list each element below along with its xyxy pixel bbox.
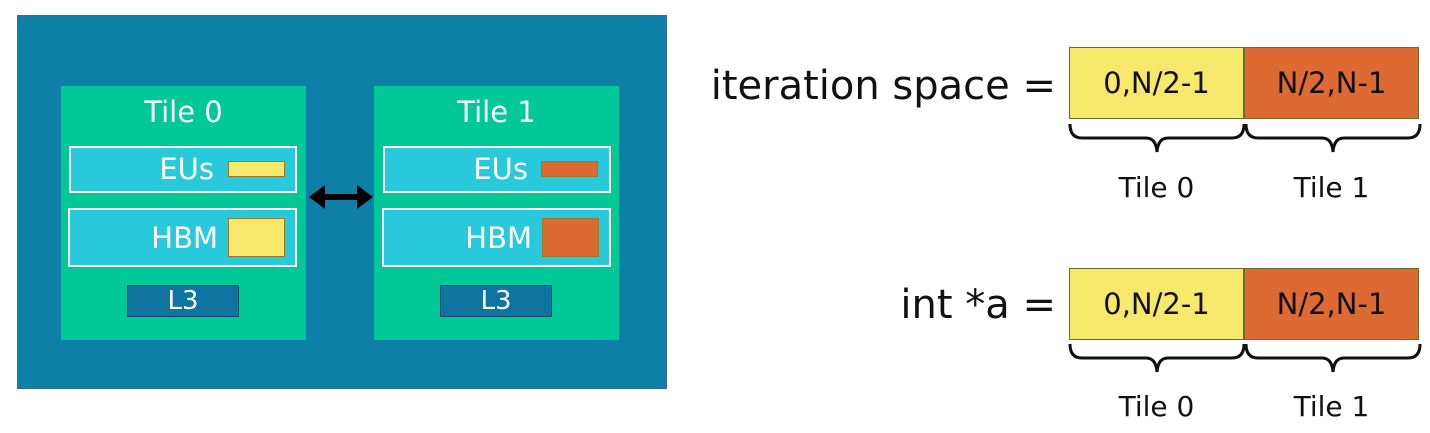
tile-1-hbm-label: HBM [465,221,532,255]
iteration-space-cell-tile0: 0,N/2-1 [1069,47,1244,119]
double-arrow-icon [309,185,373,209]
iteration-space-brace [1068,123,1422,153]
tile-0-title: Tile 0 [144,95,223,129]
iteration-space-cell-tile1: N/2,N-1 [1244,47,1419,119]
tile-1-eus-bar: EUs [383,146,611,193]
iteration-space-brace-label-tile1: Tile 1 [1293,171,1370,204]
tile-1: Tile 1 EUs HBM L3 [374,86,619,340]
tile-0-hbm-bar: HBM [68,208,297,267]
tile-0-eus-swatch [228,161,285,177]
array-pointer-brace-label-tile1: Tile 1 [1293,390,1370,423]
tile-0: Tile 0 EUs HBM L3 [61,86,306,340]
iteration-space-brace-label-tile0: Tile 0 [1118,171,1195,204]
iteration-space-label: iteration space = [710,63,1056,109]
tile-1-title: Tile 1 [457,95,536,129]
array-pointer-cell-tile0: 0,N/2-1 [1069,268,1244,340]
tile-1-l3: L3 [440,285,552,317]
tile-0-eus-bar: EUs [69,146,297,193]
array-pointer-brace-label-tile0: Tile 0 [1118,390,1195,423]
array-pointer-label: int *a = [900,282,1056,328]
tile-0-hbm-swatch [228,218,285,257]
array-pointer-cell-tile1: N/2,N-1 [1244,268,1419,340]
tile-0-l3: L3 [127,285,239,317]
tile-0-hbm-label: HBM [151,221,218,255]
tile-1-eus-swatch [541,161,598,177]
tile-0-eus-label: EUs [159,152,214,186]
tile-1-eus-label: EUs [473,152,528,186]
array-pointer-brace [1068,343,1422,373]
tile-1-hbm-swatch [542,218,599,257]
tile-1-hbm-bar: HBM [382,208,611,267]
